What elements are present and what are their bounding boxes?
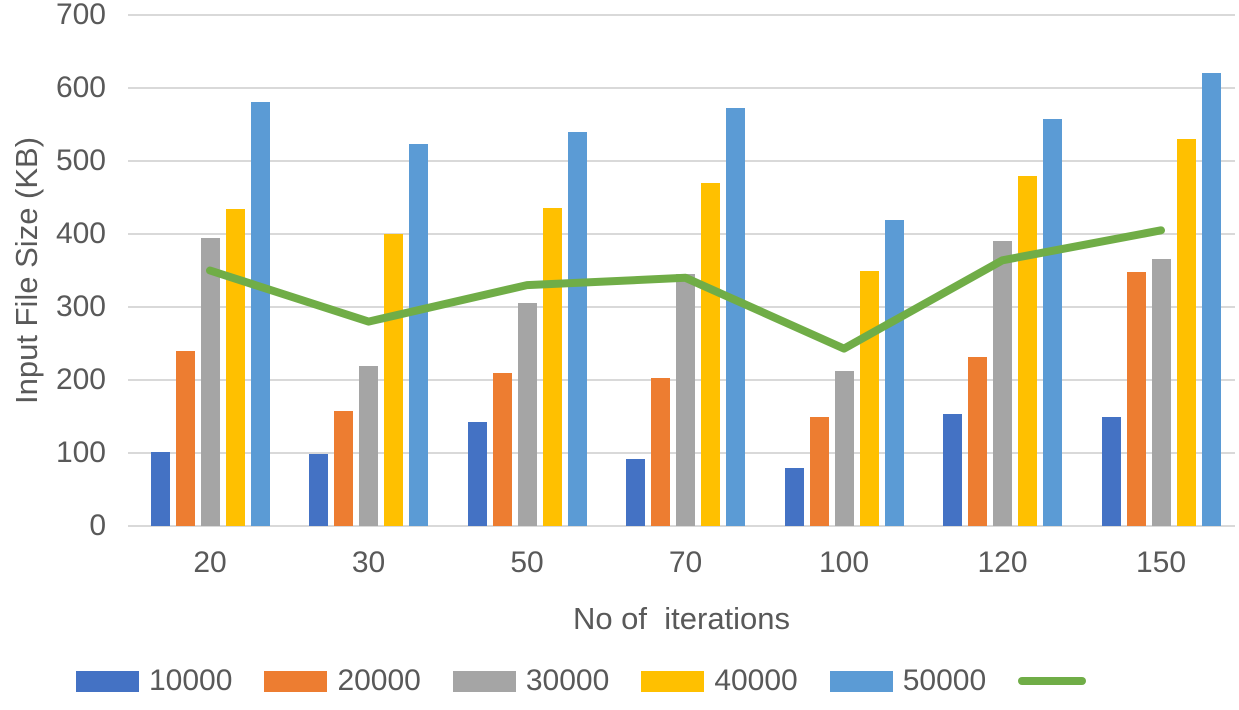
bar-group-120 xyxy=(943,15,1062,526)
legend-item-line xyxy=(1018,677,1087,685)
legend-item-20000: 20000 xyxy=(264,664,421,698)
bar-10000-20 xyxy=(150,451,170,526)
bar-30000-120 xyxy=(993,241,1012,526)
bar-50000-20 xyxy=(250,101,270,526)
y-tick-label-600: 600 xyxy=(55,71,106,104)
bar-group-150 xyxy=(1101,15,1221,526)
bar-40000-30 xyxy=(384,234,403,526)
gridline-500 xyxy=(128,160,1235,162)
bar-50000-100 xyxy=(884,220,904,526)
bar-40000-50 xyxy=(542,207,562,526)
x-tick-label-30: 30 xyxy=(351,546,386,579)
bar-30000-30 xyxy=(359,366,378,526)
bar-40000-150 xyxy=(1176,139,1196,526)
bar-20000-70 xyxy=(651,377,670,526)
x-axis-tick-labels: 20 30 50 70 100 120 150 xyxy=(128,546,1235,586)
bar-30000-50 xyxy=(517,303,537,526)
gridline-700 xyxy=(128,14,1235,16)
bar-50000-50 xyxy=(567,131,587,526)
bar-40000-20 xyxy=(225,209,245,526)
legend-label-30000: 30000 xyxy=(525,664,610,697)
bar-50000-70 xyxy=(726,108,745,526)
y-tick-label-400: 400 xyxy=(55,217,106,250)
bar-50000-120 xyxy=(1043,118,1062,526)
legend-label-40000: 40000 xyxy=(714,664,798,697)
x-tick-label-50: 50 xyxy=(510,546,544,579)
legend-line-swatch xyxy=(1018,677,1087,685)
y-axis-tick-labels: 0 100 200 300 400 500 600 700 xyxy=(0,0,106,542)
bar-10000-100 xyxy=(784,468,804,526)
y-tick-label-500: 500 xyxy=(55,144,106,177)
legend-label-50000: 50000 xyxy=(902,664,987,697)
legend-swatch-50000 xyxy=(829,670,893,692)
y-tick-label-700: 700 xyxy=(55,0,106,31)
bar-10000-30 xyxy=(309,454,328,526)
plot-area xyxy=(128,14,1235,527)
bar-20000-50 xyxy=(492,372,512,526)
bar-30000-20 xyxy=(200,237,220,526)
y-tick-label-300: 300 xyxy=(55,290,106,323)
legend-swatch-20000 xyxy=(264,670,328,692)
bar-10000-150 xyxy=(1101,416,1121,526)
bar-group-70 xyxy=(626,15,745,526)
y-tick-label-100: 100 xyxy=(55,436,106,469)
legend-label-20000: 20000 xyxy=(337,664,421,697)
bar-10000-120 xyxy=(943,414,962,526)
legend-item-30000: 30000 xyxy=(452,664,610,698)
legend-swatch-40000 xyxy=(641,670,705,692)
bar-10000-50 xyxy=(467,422,487,526)
bar-30000-150 xyxy=(1151,258,1171,526)
gridline-600 xyxy=(128,87,1235,89)
legend-item-40000: 40000 xyxy=(641,664,798,698)
x-tick-label-100: 100 xyxy=(818,546,870,579)
bar-20000-150 xyxy=(1126,271,1146,526)
x-tick-label-120: 120 xyxy=(977,546,1028,579)
bar-40000-70 xyxy=(701,182,720,526)
bar-20000-30 xyxy=(334,410,353,526)
legend-label-10000: 10000 xyxy=(149,664,233,697)
bar-group-30 xyxy=(309,15,428,526)
x-axis-title: No of iterations xyxy=(572,601,791,636)
bar-30000-70 xyxy=(676,274,695,526)
bar-group-100 xyxy=(784,15,904,526)
bar-20000-20 xyxy=(175,350,195,526)
bar-group-20 xyxy=(150,15,270,526)
legend-item-50000: 50000 xyxy=(829,664,987,698)
bar-group-50 xyxy=(467,15,587,526)
x-tick-label-70: 70 xyxy=(668,546,703,579)
bar-20000-120 xyxy=(968,357,987,526)
x-tick-label-20: 20 xyxy=(193,546,227,579)
gridline-0 xyxy=(128,525,1235,527)
legend-swatch-10000 xyxy=(76,670,139,692)
legend-item-10000: 10000 xyxy=(76,664,232,698)
legend-swatch-30000 xyxy=(452,670,516,692)
y-tick-label-0: 0 xyxy=(89,509,106,542)
bar-50000-30 xyxy=(409,144,428,526)
chart-legend: 10000 20000 30000 40000 50000 xyxy=(76,664,1239,698)
x-tick-label-150: 150 xyxy=(1135,546,1187,579)
bar-40000-100 xyxy=(859,270,879,526)
bar-50000-150 xyxy=(1201,73,1221,526)
bar-20000-100 xyxy=(809,416,829,526)
bar-30000-100 xyxy=(834,370,854,526)
y-tick-label-200: 200 xyxy=(55,363,106,396)
bar-10000-70 xyxy=(626,458,645,526)
bar-40000-120 xyxy=(1018,175,1037,526)
